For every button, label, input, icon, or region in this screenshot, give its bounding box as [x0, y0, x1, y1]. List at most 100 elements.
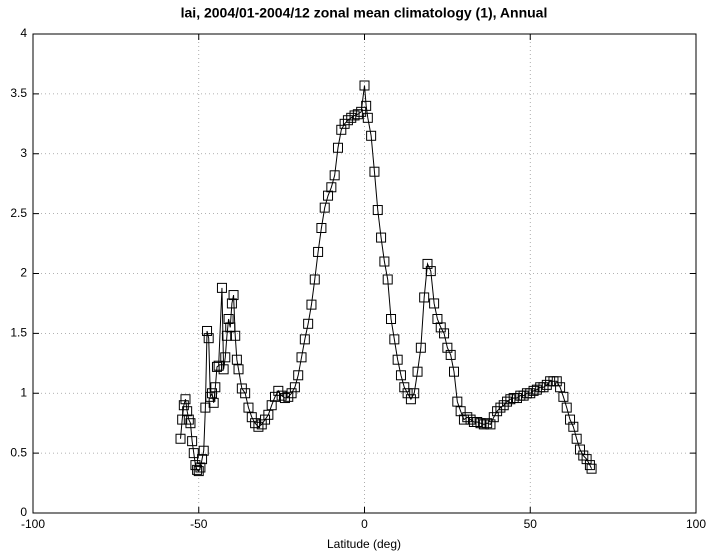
data-point: [452, 396, 463, 407]
data-point: [429, 298, 440, 309]
data-point: [574, 444, 585, 455]
data-point: [525, 388, 536, 399]
data-point: [584, 460, 595, 471]
data-point: [386, 314, 397, 325]
data-point: [389, 334, 400, 345]
data-point: [180, 394, 191, 405]
data-point: [211, 361, 222, 372]
x-tick-label: 50: [524, 517, 538, 531]
data-point: [465, 414, 476, 425]
data-point: [339, 118, 350, 129]
data-point: [243, 402, 254, 413]
x-tick-label: -50: [190, 517, 208, 531]
data-point: [175, 433, 186, 444]
data-point: [226, 298, 237, 309]
data-point: [332, 142, 343, 153]
data-point: [395, 370, 406, 381]
data-point: [309, 274, 320, 285]
data-point: [329, 170, 340, 181]
data-point: [220, 352, 231, 363]
data-point: [488, 412, 499, 423]
x-tick-label: -100: [21, 517, 45, 531]
data-point: [482, 418, 493, 429]
data-point: [405, 394, 416, 405]
data-point: [178, 400, 189, 411]
data-point: [276, 390, 287, 401]
data-point: [203, 333, 214, 344]
data-point: [303, 318, 314, 329]
x-tick-label: 100: [686, 517, 706, 531]
data-point: [346, 112, 357, 123]
data-point: [195, 462, 206, 473]
data-point: [283, 391, 294, 402]
y-tick-label: 2.5: [10, 206, 27, 220]
data-point: [538, 382, 549, 393]
plot-frame: [32, 33, 697, 514]
data-point: [422, 258, 433, 269]
data-point: [352, 109, 363, 120]
data-point: [432, 314, 443, 325]
data-point: [402, 388, 413, 399]
data-point: [349, 110, 360, 121]
data-point: [475, 418, 486, 429]
data-point: [306, 299, 317, 310]
data-point: [207, 388, 218, 399]
data-point: [233, 364, 244, 375]
data-point: [323, 190, 334, 201]
data-point: [528, 385, 539, 396]
data-point: [478, 419, 489, 430]
data-point: [568, 421, 579, 432]
data-point: [366, 130, 377, 141]
data-point: [185, 418, 196, 429]
data-point: [250, 418, 261, 429]
data-point: [193, 466, 204, 477]
y-tick-label: 3: [20, 146, 27, 160]
data-point: [269, 391, 280, 402]
data-point: [518, 390, 529, 401]
data-point: [541, 379, 552, 390]
data-point: [336, 124, 347, 135]
data-point: [586, 463, 597, 474]
data-point: [253, 421, 264, 432]
data-point: [192, 464, 203, 475]
data-point: [266, 400, 277, 411]
data-point: [296, 352, 307, 363]
data-point: [558, 391, 569, 402]
data-point: [555, 382, 566, 393]
data-point: [221, 330, 232, 341]
data-point: [313, 246, 324, 257]
y-tick-label: 0.5: [10, 445, 27, 459]
data-point: [382, 274, 393, 285]
data-point: [188, 448, 199, 459]
data-point: [240, 388, 251, 399]
data-point: [210, 382, 221, 393]
data-point: [485, 419, 496, 430]
data-point: [561, 402, 572, 413]
data-point: [392, 354, 403, 365]
data-point: [435, 322, 446, 333]
data-point: [202, 325, 213, 336]
y-tick-label: 2: [20, 266, 27, 280]
data-point: [379, 256, 390, 267]
data-point: [246, 412, 257, 423]
data-point: [208, 397, 219, 408]
x-axis-label: Latitude (deg): [327, 537, 401, 551]
data-point: [361, 100, 372, 111]
data-point: [231, 354, 242, 365]
data-point: [299, 334, 310, 345]
data-point: [409, 388, 420, 399]
data-point: [449, 366, 460, 377]
data-point: [412, 366, 423, 377]
data-point: [359, 80, 370, 91]
data-point: [326, 182, 337, 193]
data-point: [223, 314, 234, 325]
data-point: [263, 409, 274, 420]
data-point: [578, 450, 589, 461]
data-point: [198, 445, 209, 456]
data-point: [205, 391, 216, 402]
data-point: [369, 166, 380, 177]
data-point: [442, 342, 453, 353]
data-point: [399, 382, 410, 393]
data-point: [571, 433, 582, 444]
